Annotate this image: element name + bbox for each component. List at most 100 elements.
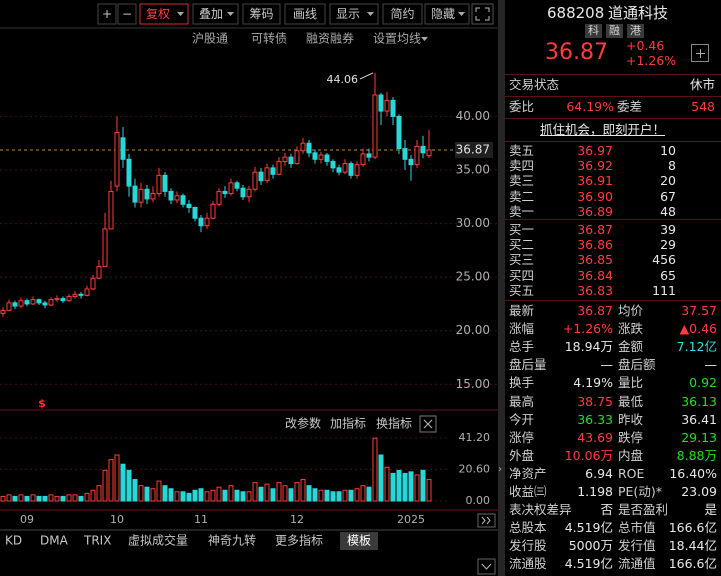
indicator-tab[interactable]: 神奇九转 — [208, 533, 256, 548]
toolbar-label[interactable]: 叠加 — [199, 7, 223, 21]
indicator-tab[interactable]: TRIX — [83, 534, 111, 548]
candle-body — [264, 167, 270, 182]
close-button[interactable] — [419, 415, 437, 433]
candle-body — [228, 182, 234, 195]
toolbar-button[interactable] — [242, 3, 281, 25]
toolbar-button[interactable] — [192, 3, 239, 25]
toolbar-label[interactable]: 复权 — [146, 7, 170, 21]
toolbar-button[interactable] — [284, 3, 326, 25]
volume-bar — [288, 488, 294, 502]
toolbar-button[interactable] — [117, 3, 137, 25]
candle-body — [120, 137, 126, 160]
indicator-button[interactable]: 改参数 — [285, 416, 321, 431]
stat-value: 否 — [600, 502, 613, 518]
stat-value: +1.26% — [562, 321, 613, 337]
indicator-button[interactable]: 加指标 — [330, 416, 366, 431]
candle-body — [168, 190, 174, 201]
toolbar-button[interactable] — [424, 3, 470, 25]
y-tick-label: 30.00 — [456, 216, 490, 230]
candle-body — [66, 295, 72, 302]
book-price: 36.85 — [577, 252, 613, 268]
candle-body — [330, 160, 336, 169]
indicator-tab[interactable]: 虚拟成交量 — [128, 533, 188, 548]
toolbar-button[interactable] — [97, 3, 117, 25]
toolbar-label[interactable]: 筹码 — [249, 7, 273, 21]
candle-body — [318, 154, 324, 160]
stat-value: 166.6亿 — [668, 520, 717, 536]
stat-label: ROE — [618, 465, 645, 481]
add-button[interactable] — [691, 44, 709, 62]
volume-bar — [108, 459, 114, 502]
splitter-handle[interactable]: › — [498, 464, 502, 475]
stat-label: 外盘 — [509, 447, 535, 463]
candle-body — [144, 188, 150, 200]
toolbar-label[interactable]: 画线 — [293, 7, 317, 21]
chart-link[interactable]: 设置均线 — [373, 32, 421, 46]
volume-bar — [192, 489, 198, 502]
volume-bar — [210, 489, 216, 502]
volume-bar — [12, 495, 18, 502]
indicator-tab[interactable]: 更多指标 — [275, 533, 323, 548]
candle-body — [234, 182, 240, 189]
fullscreen-icon — [475, 7, 490, 21]
candle-body — [402, 148, 408, 160]
stat-value: 4.519亿 — [564, 556, 613, 572]
stat-value: 16.40% — [669, 465, 717, 481]
candle-body — [78, 293, 84, 296]
scroll-button[interactable] — [477, 513, 496, 528]
candle-body — [300, 142, 306, 152]
toolbar-label[interactable]: − — [122, 7, 132, 21]
chart-link[interactable]: 沪股通 — [192, 32, 228, 46]
stat-label: 是否盈利 — [618, 502, 669, 518]
candle-body — [384, 99, 390, 112]
stat-value: 38.75 — [577, 393, 613, 409]
fullscreen-button[interactable] — [471, 3, 494, 25]
volume-bar — [324, 489, 330, 502]
collapse-button[interactable] — [477, 558, 496, 575]
stat-value: 8.88万 — [676, 447, 717, 463]
volume-bar — [390, 472, 396, 502]
stat-value: ▲0.46 — [679, 321, 717, 337]
stat-label: 盘后额 — [618, 357, 656, 373]
toolbar-button[interactable] — [382, 3, 423, 25]
indicator-tab[interactable]: KD — [5, 534, 22, 548]
candle-body — [282, 156, 288, 162]
book-volume: 10 — [660, 143, 676, 158]
toolbar-button[interactable] — [139, 3, 189, 25]
diff: 548 — [691, 99, 715, 114]
toolbar-label[interactable]: 简约 — [390, 6, 414, 21]
candle-body — [198, 217, 204, 227]
volume-bar — [270, 488, 276, 502]
status-label: 交易状态 — [509, 77, 560, 92]
promo-link[interactable]: 抓住机会，即刻开户！ — [540, 122, 666, 137]
indicator-tab[interactable]: 模板 — [347, 534, 371, 548]
stat-label: 发行股 — [509, 538, 547, 554]
toolbar-button[interactable] — [329, 3, 379, 25]
volume-bar — [372, 437, 378, 502]
toolbar-label[interactable]: 隐藏 — [431, 7, 455, 21]
stat-label: 内盘 — [618, 447, 644, 463]
chart-link[interactable]: 融资融券 — [306, 31, 354, 46]
indicator-button[interactable]: 换指标 — [376, 416, 412, 431]
candle-body — [216, 190, 222, 205]
y-tick-label: 40.00 — [456, 109, 490, 123]
indicator-tab[interactable]: DMA — [40, 534, 69, 548]
stat-label: 总市值 — [618, 520, 656, 536]
volume-bar — [48, 494, 54, 502]
splitter[interactable] — [498, 0, 505, 576]
volume-tick-label: 20.60 — [459, 462, 491, 475]
volume-bar — [348, 489, 354, 502]
badge: 港 — [627, 24, 644, 38]
toolbar-label[interactable]: + — [102, 7, 112, 21]
status: 休市 — [689, 77, 715, 92]
price-change: +0.46 — [626, 38, 665, 53]
candle-body — [276, 160, 282, 175]
x-tick-label: 11 — [194, 513, 208, 526]
candle-body — [96, 265, 102, 279]
chart-link[interactable]: 可转债 — [251, 31, 287, 46]
toolbar-label[interactable]: 显示 — [336, 7, 360, 21]
candle-body — [54, 298, 60, 301]
volume-bar — [420, 469, 426, 502]
volume-bar — [30, 494, 36, 502]
